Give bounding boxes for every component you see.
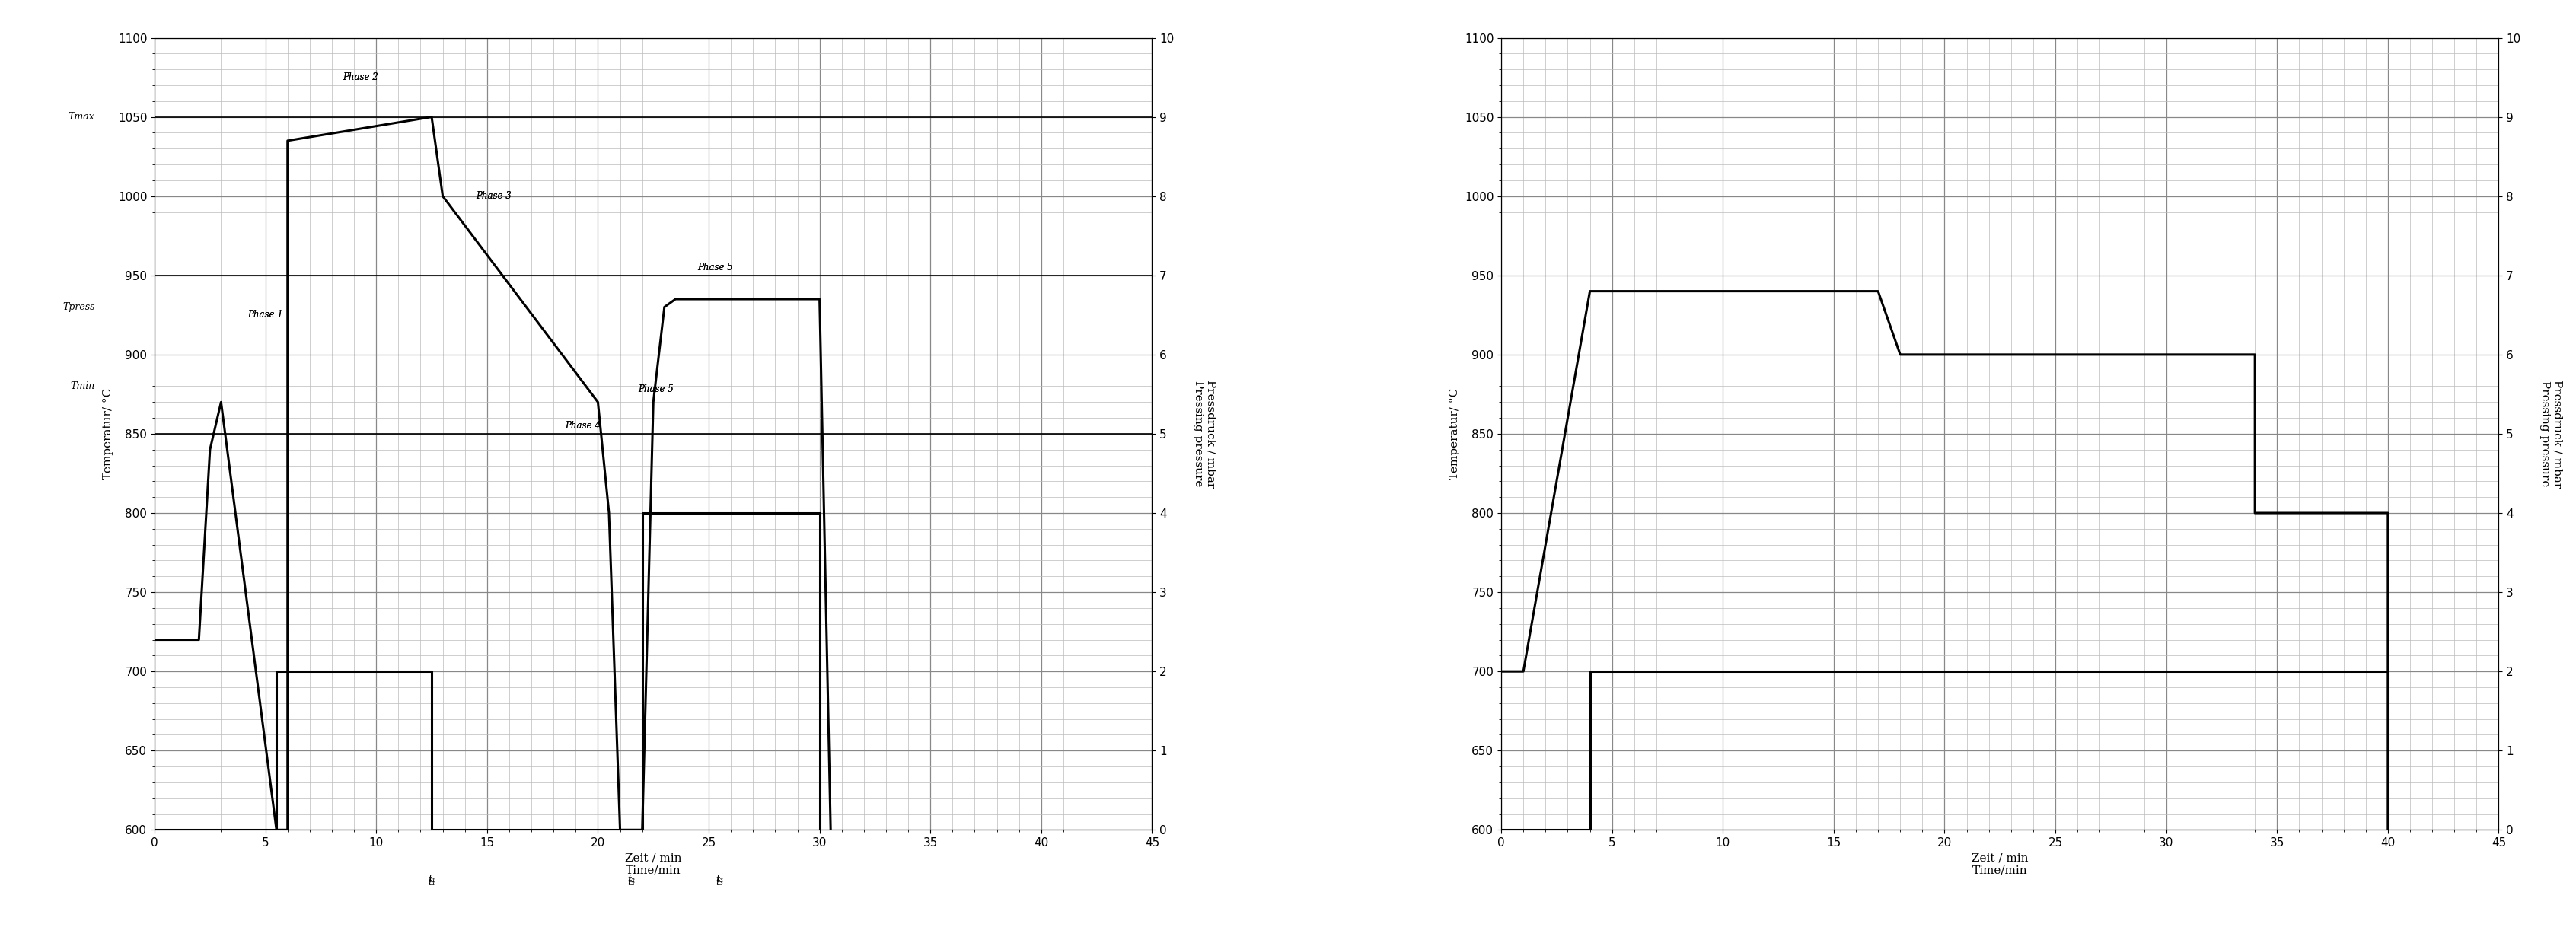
Text: t₃: t₃ (716, 874, 724, 885)
Text: Tmax: Tmax (67, 112, 95, 122)
Text: Phase 4: Phase 4 (564, 421, 600, 431)
Text: t₂: t₂ (629, 877, 634, 887)
X-axis label: Zeit / min
Time/min: Zeit / min Time/min (626, 852, 683, 876)
Text: Phase 1: Phase 1 (247, 310, 283, 320)
Text: Phase 1: Phase 1 (247, 310, 283, 320)
X-axis label: Zeit / min
Time/min: Zeit / min Time/min (1971, 852, 2027, 876)
Text: t₁: t₁ (428, 877, 435, 887)
Text: t₂: t₂ (629, 874, 634, 885)
Y-axis label: Pressdruck / mbar
Pressing pressure: Pressdruck / mbar Pressing pressure (1193, 380, 1216, 488)
Text: Tpress: Tpress (62, 302, 95, 312)
Text: Phase 5: Phase 5 (698, 262, 734, 273)
Y-axis label: Temperatur/ °C: Temperatur/ °C (1450, 388, 1461, 480)
Text: Tmin: Tmin (70, 381, 95, 391)
Text: Phase 5: Phase 5 (639, 385, 672, 394)
Text: t₃: t₃ (716, 877, 724, 887)
Text: Phase 3: Phase 3 (477, 191, 513, 201)
Text: Phase 5: Phase 5 (698, 262, 734, 273)
Text: Phase 3: Phase 3 (477, 191, 513, 201)
Text: Phase 4: Phase 4 (564, 421, 600, 431)
Text: Phase 2: Phase 2 (343, 73, 379, 82)
Text: Phase 5: Phase 5 (639, 385, 672, 394)
Y-axis label: Pressdruck / mbar
Pressing pressure: Pressdruck / mbar Pressing pressure (2540, 380, 2563, 488)
Y-axis label: Temperatur/ °C: Temperatur/ °C (103, 388, 113, 480)
Text: t₁: t₁ (428, 874, 435, 885)
Text: Phase 2: Phase 2 (343, 73, 379, 82)
